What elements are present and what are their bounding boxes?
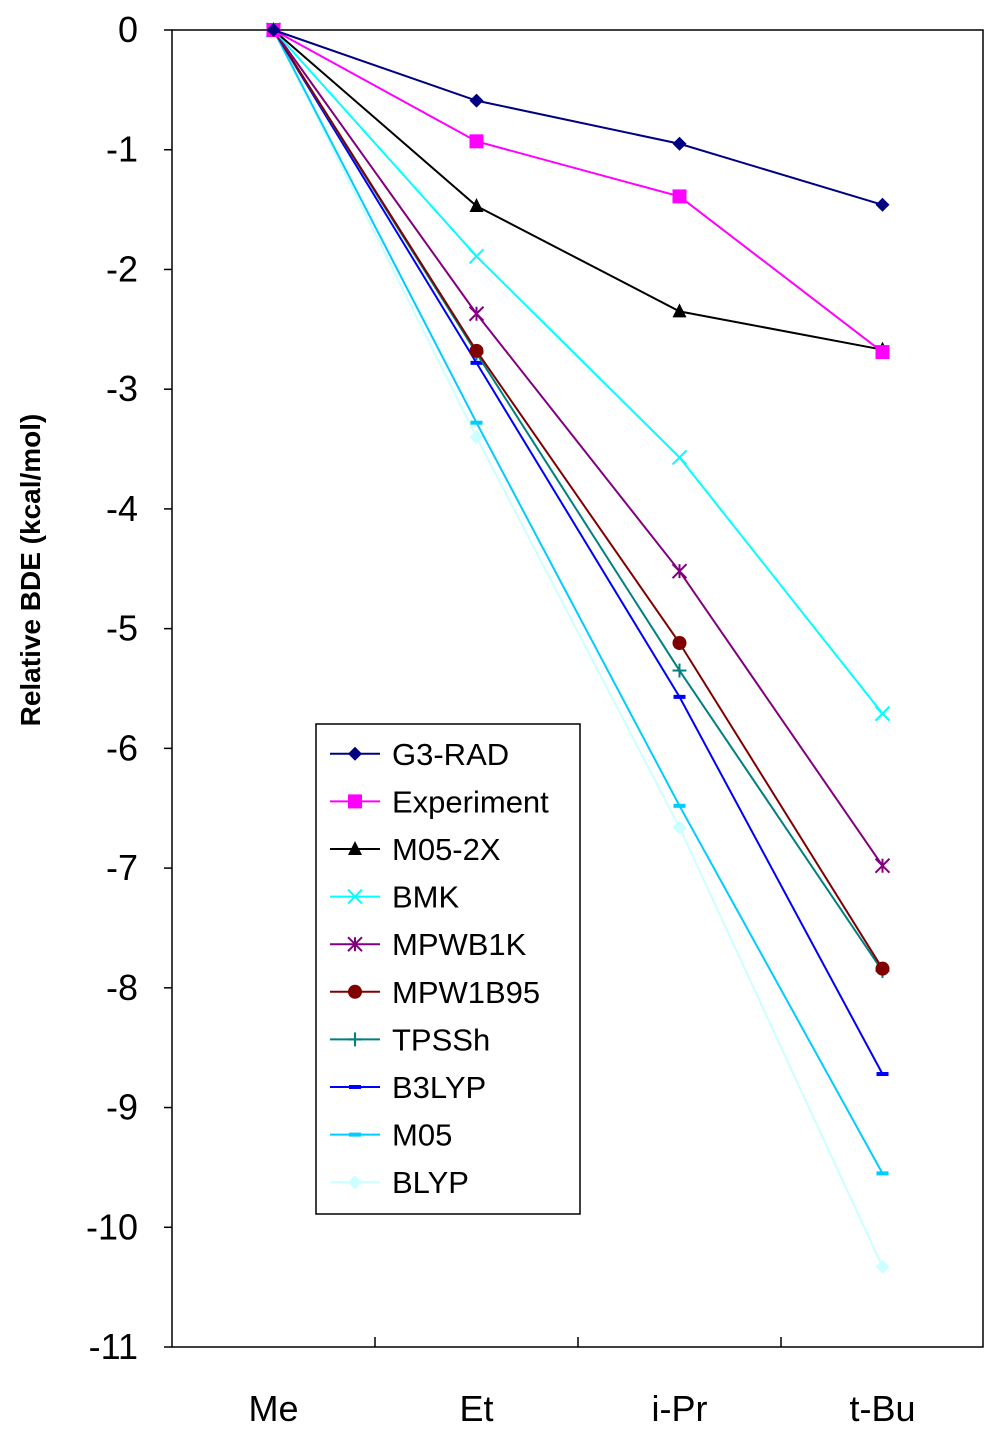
legend-label: G3-RAD <box>392 737 509 772</box>
data-point <box>874 705 891 722</box>
y-tick-label: -5 <box>106 608 138 649</box>
legend: G3-RAD Experiment M05-2X BMK MPWB1K MPW1B95 TP… <box>315 723 581 1215</box>
series-g3-rad <box>266 23 890 212</box>
data-point <box>672 663 687 678</box>
data-point <box>672 189 687 204</box>
x-marker <box>347 888 363 905</box>
legend-label: TPSSh <box>392 1022 490 1057</box>
series-layer <box>265 22 891 1274</box>
data-point <box>469 134 484 149</box>
data-point <box>672 820 687 835</box>
legend-label: BLYP <box>392 1165 469 1200</box>
plus-marker <box>348 1032 362 1047</box>
data-point <box>470 360 483 365</box>
data-point <box>672 136 687 151</box>
diamond-marker <box>348 1175 362 1190</box>
data-point <box>875 197 890 212</box>
data-point <box>876 1072 889 1077</box>
y-tick-label: -4 <box>106 488 138 529</box>
data-point <box>469 343 484 358</box>
legend-item: MPW1B95 <box>330 975 540 1010</box>
y-tick-label: 0 <box>118 9 138 50</box>
y-tick-label: -2 <box>106 248 138 289</box>
data-point <box>875 1259 890 1274</box>
data-point <box>672 636 687 651</box>
y-tick-label: -8 <box>106 967 138 1008</box>
data-point <box>468 248 485 264</box>
legend-item: M05 <box>330 1118 452 1153</box>
x-tick-label: t-Bu <box>849 1388 915 1429</box>
series-line <box>272 29 884 715</box>
legend-label: M05-2X <box>392 832 501 867</box>
series-line <box>272 29 883 351</box>
data-point <box>470 420 483 425</box>
y-tick-label: -6 <box>106 727 138 768</box>
y-axis-title: Relative BDE (kcal/mol) <box>15 414 46 727</box>
legend-label: BMK <box>392 880 460 915</box>
series-line <box>272 29 884 867</box>
data-point <box>876 1171 889 1176</box>
series-line <box>273 29 884 353</box>
data-point <box>469 197 484 212</box>
data-point <box>875 345 890 360</box>
series-line <box>272 29 884 1075</box>
x-tick-label: Me <box>248 1388 298 1429</box>
legend-item: BMK <box>330 880 460 915</box>
star-marker <box>347 936 363 952</box>
y-tick-label: -3 <box>106 368 138 409</box>
y-tick-label: -1 <box>106 129 138 170</box>
data-point <box>468 306 485 322</box>
legend-item: G3-RAD <box>330 737 509 772</box>
data-point <box>266 23 281 37</box>
data-point <box>672 303 687 318</box>
series-experiment <box>266 23 890 360</box>
series-line <box>272 29 884 1174</box>
data-point <box>875 961 890 976</box>
legend-item: MPWB1K <box>330 927 527 962</box>
y-tick-label: -10 <box>86 1206 138 1247</box>
legend-item: Experiment <box>330 784 549 819</box>
legend-label: MPWB1K <box>392 927 527 962</box>
legend-item: BLYP <box>330 1165 469 1200</box>
data-point <box>673 694 686 699</box>
dash-marker <box>349 1132 361 1137</box>
x-axis: Me Et i-Pr t-Bu <box>248 1337 916 1429</box>
triangle-marker <box>348 841 362 855</box>
series-m05-2x <box>266 22 890 356</box>
data-point <box>671 449 688 466</box>
data-point <box>671 563 688 579</box>
series-line <box>273 29 883 206</box>
y-tick-label: -9 <box>106 1087 138 1128</box>
legend-item: M05-2X <box>330 832 501 867</box>
legend-label: Experiment <box>392 784 549 819</box>
circle-marker <box>348 984 362 999</box>
data-point <box>469 93 484 108</box>
data-point <box>469 430 484 445</box>
square-marker <box>348 794 362 809</box>
data-point <box>673 803 686 808</box>
y-axis: 0 -1 -2 -3 -4 -5 -6 -7 -8 -9 -10 -11 <box>86 9 172 1367</box>
legend-label: M05 <box>392 1118 452 1153</box>
legend-label: B3LYP <box>392 1070 486 1105</box>
legend-label: MPW1B95 <box>392 975 540 1010</box>
x-tick-label: Et <box>459 1388 493 1429</box>
series-line <box>272 29 884 1268</box>
dash-marker <box>349 1085 361 1089</box>
x-tick-label: i-Pr <box>652 1388 708 1429</box>
y-tick-label: -7 <box>106 847 138 888</box>
data-point <box>874 857 891 874</box>
diamond-marker <box>348 746 362 761</box>
legend-item: TPSSh <box>330 1022 490 1057</box>
y-tick-label: -11 <box>89 1326 138 1367</box>
legend-item: B3LYP <box>330 1070 486 1105</box>
series-line <box>272 29 884 970</box>
